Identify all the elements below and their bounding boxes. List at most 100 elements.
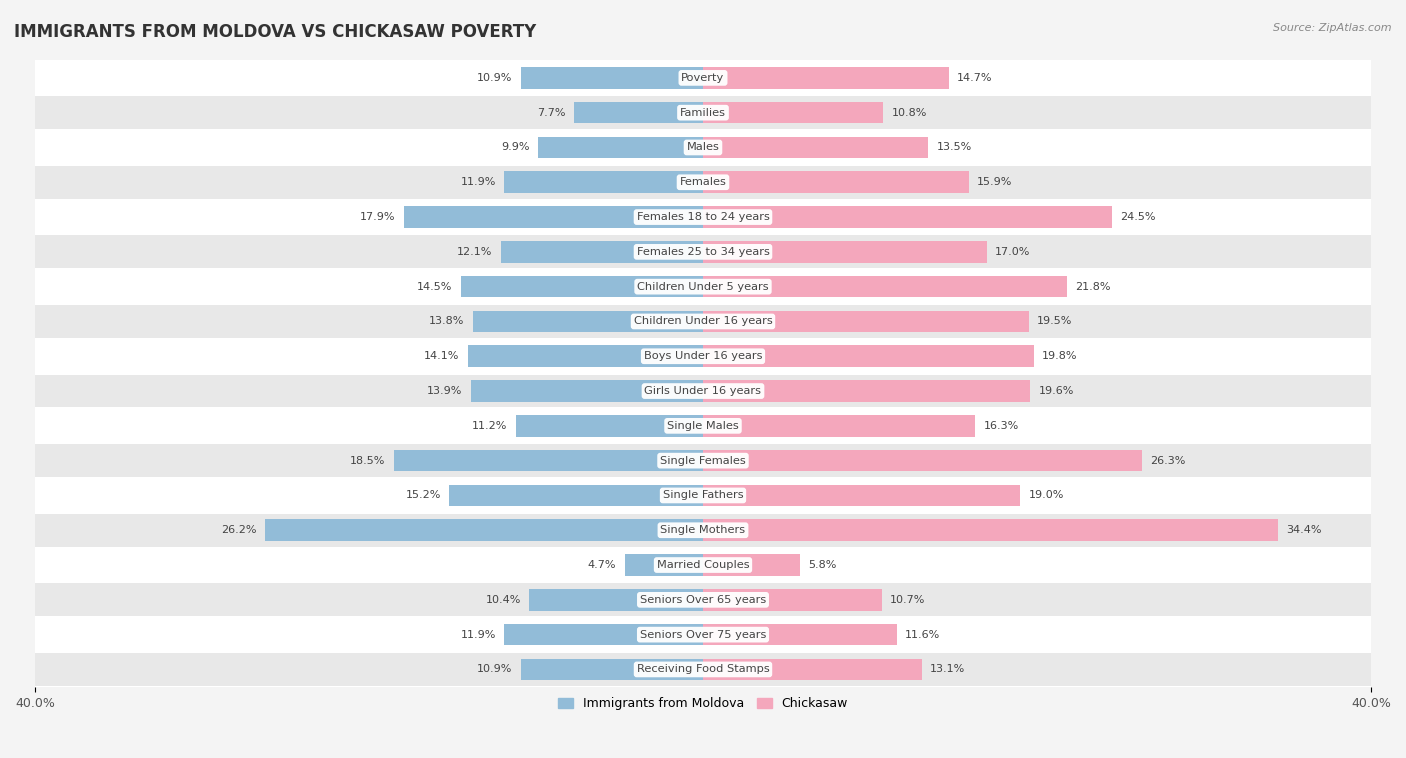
- Bar: [703, 484, 1021, 506]
- Bar: [35, 582, 1371, 617]
- Bar: [703, 519, 1278, 541]
- Bar: [703, 171, 969, 193]
- Bar: [703, 659, 922, 680]
- Bar: [501, 241, 703, 263]
- Text: 15.9%: 15.9%: [977, 177, 1012, 187]
- Text: Receiving Food Stamps: Receiving Food Stamps: [637, 665, 769, 675]
- Text: 24.5%: 24.5%: [1121, 212, 1156, 222]
- Text: Single Females: Single Females: [661, 456, 745, 465]
- Text: 10.7%: 10.7%: [890, 595, 925, 605]
- Text: 10.9%: 10.9%: [477, 73, 513, 83]
- Text: Source: ZipAtlas.com: Source: ZipAtlas.com: [1274, 23, 1392, 33]
- Bar: [575, 102, 703, 124]
- Text: Females: Females: [679, 177, 727, 187]
- Text: 13.5%: 13.5%: [936, 143, 972, 152]
- Text: 15.2%: 15.2%: [405, 490, 441, 500]
- Bar: [394, 449, 703, 471]
- Bar: [505, 624, 703, 645]
- Text: 21.8%: 21.8%: [1076, 282, 1111, 292]
- Text: 18.5%: 18.5%: [350, 456, 385, 465]
- Bar: [35, 409, 1371, 443]
- Bar: [35, 617, 1371, 652]
- Text: 14.7%: 14.7%: [957, 73, 993, 83]
- Bar: [703, 102, 883, 124]
- Text: 19.0%: 19.0%: [1029, 490, 1064, 500]
- Bar: [703, 415, 976, 437]
- Legend: Immigrants from Moldova, Chickasaw: Immigrants from Moldova, Chickasaw: [553, 692, 853, 715]
- Bar: [35, 199, 1371, 234]
- Bar: [703, 381, 1031, 402]
- Text: 12.1%: 12.1%: [457, 247, 492, 257]
- Text: Single Mothers: Single Mothers: [661, 525, 745, 535]
- Bar: [35, 96, 1371, 130]
- Text: 34.4%: 34.4%: [1286, 525, 1322, 535]
- Text: Females 25 to 34 years: Females 25 to 34 years: [637, 247, 769, 257]
- Text: Married Couples: Married Couples: [657, 560, 749, 570]
- Bar: [529, 589, 703, 611]
- Text: 10.9%: 10.9%: [477, 665, 513, 675]
- Text: Seniors Over 75 years: Seniors Over 75 years: [640, 630, 766, 640]
- Bar: [35, 234, 1371, 269]
- Text: 13.8%: 13.8%: [429, 316, 464, 327]
- Bar: [703, 554, 800, 576]
- Bar: [35, 165, 1371, 199]
- Bar: [35, 478, 1371, 513]
- Text: 19.5%: 19.5%: [1038, 316, 1073, 327]
- Text: 11.6%: 11.6%: [905, 630, 941, 640]
- Text: 17.9%: 17.9%: [360, 212, 395, 222]
- Bar: [404, 206, 703, 228]
- Bar: [505, 171, 703, 193]
- Text: 10.4%: 10.4%: [485, 595, 522, 605]
- Text: 11.2%: 11.2%: [472, 421, 508, 431]
- Bar: [35, 513, 1371, 547]
- Text: 11.9%: 11.9%: [461, 630, 496, 640]
- Bar: [472, 311, 703, 332]
- Text: Single Fathers: Single Fathers: [662, 490, 744, 500]
- Text: Children Under 5 years: Children Under 5 years: [637, 282, 769, 292]
- Text: 26.2%: 26.2%: [222, 525, 257, 535]
- Text: 19.6%: 19.6%: [1039, 386, 1074, 396]
- Bar: [35, 443, 1371, 478]
- Text: 11.9%: 11.9%: [461, 177, 496, 187]
- Bar: [703, 589, 882, 611]
- Text: 9.9%: 9.9%: [501, 143, 529, 152]
- Text: 14.5%: 14.5%: [418, 282, 453, 292]
- Text: Seniors Over 65 years: Seniors Over 65 years: [640, 595, 766, 605]
- Text: 13.1%: 13.1%: [931, 665, 966, 675]
- Bar: [703, 136, 928, 158]
- Bar: [522, 67, 703, 89]
- Text: 5.8%: 5.8%: [808, 560, 837, 570]
- Bar: [266, 519, 703, 541]
- Bar: [703, 449, 1142, 471]
- Text: 13.9%: 13.9%: [427, 386, 463, 396]
- Text: Families: Families: [681, 108, 725, 117]
- Bar: [449, 484, 703, 506]
- Bar: [471, 381, 703, 402]
- Text: 7.7%: 7.7%: [537, 108, 567, 117]
- Bar: [516, 415, 703, 437]
- Text: 17.0%: 17.0%: [995, 247, 1031, 257]
- Text: 19.8%: 19.8%: [1042, 351, 1077, 362]
- Text: Girls Under 16 years: Girls Under 16 years: [644, 386, 762, 396]
- Bar: [35, 269, 1371, 304]
- Bar: [703, 276, 1067, 297]
- Text: Children Under 16 years: Children Under 16 years: [634, 316, 772, 327]
- Bar: [35, 652, 1371, 687]
- Bar: [703, 311, 1029, 332]
- Text: 4.7%: 4.7%: [588, 560, 616, 570]
- Text: IMMIGRANTS FROM MOLDOVA VS CHICKASAW POVERTY: IMMIGRANTS FROM MOLDOVA VS CHICKASAW POV…: [14, 23, 536, 41]
- Text: 14.1%: 14.1%: [423, 351, 460, 362]
- Text: Males: Males: [686, 143, 720, 152]
- Bar: [468, 346, 703, 367]
- Text: 10.8%: 10.8%: [891, 108, 927, 117]
- Bar: [522, 659, 703, 680]
- Bar: [35, 374, 1371, 409]
- Text: 26.3%: 26.3%: [1150, 456, 1187, 465]
- Bar: [703, 346, 1033, 367]
- Bar: [35, 304, 1371, 339]
- Bar: [703, 241, 987, 263]
- Text: Poverty: Poverty: [682, 73, 724, 83]
- Text: Females 18 to 24 years: Females 18 to 24 years: [637, 212, 769, 222]
- Bar: [703, 624, 897, 645]
- Text: Single Males: Single Males: [666, 421, 740, 431]
